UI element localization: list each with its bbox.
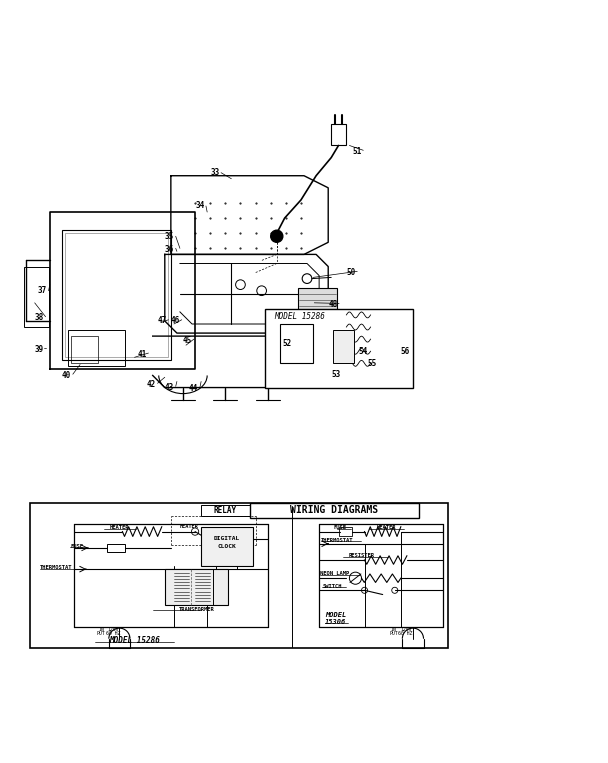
Text: 53: 53 [331,370,340,378]
Text: 34: 34 [195,201,204,211]
Text: SWITCH: SWITCH [322,584,342,588]
Text: 54: 54 [359,346,368,356]
Text: DIGITAL: DIGITAL [213,536,240,542]
Text: 39: 39 [35,345,44,354]
Text: MODEL 15286: MODEL 15286 [109,636,160,645]
Bar [107,544,125,552]
Text: 35: 35 [165,232,174,241]
Text: 37: 37 [38,286,47,295]
Text: 36: 36 [165,245,174,254]
Bar [201,526,252,566]
Text: IN: IN [98,626,104,632]
Text: 48: 48 [328,300,337,309]
Text: 43: 43 [165,383,174,392]
Text: 49: 49 [271,232,280,241]
Text: 46: 46 [171,317,180,326]
Text: 41: 41 [137,349,147,359]
Text: THERMOSTAT: THERMOSTAT [321,538,353,542]
Text: MODEL: MODEL [325,611,347,617]
Text: 47: 47 [157,317,167,326]
Bar [249,503,419,518]
Bar [165,569,229,605]
Text: NEON LAMP: NEON LAMP [320,571,350,577]
Text: 52: 52 [283,340,292,349]
Text: PUT: PUT [389,631,398,636]
Bar [62,230,171,360]
Text: 55: 55 [368,359,377,368]
Text: 44: 44 [189,385,198,393]
Text: RESISTER: RESISTER [348,553,375,559]
Text: FUSE: FUSE [71,543,84,549]
Bar [65,233,168,357]
Text: HEATER: HEATER [109,526,129,530]
Text: CLOCK: CLOCK [217,543,236,549]
Text: THERMOSTAT: THERMOSTAT [40,565,72,570]
Text: 40: 40 [62,371,71,380]
Bar [280,324,313,363]
Text: IN: IN [391,626,396,632]
Text: 120V: 120V [108,626,119,632]
Text: 15306: 15306 [325,619,347,625]
Bar [339,527,353,536]
Text: 51: 51 [353,147,362,156]
Bar [68,330,125,366]
Text: HEATER: HEATER [180,524,199,530]
Text: WIRING DIAGRAMS: WIRING DIAGRAMS [290,505,378,516]
Text: 42: 42 [147,380,156,389]
Bar [298,288,337,321]
Text: RELAY: RELAY [214,506,237,515]
Text: 50: 50 [347,268,356,277]
Bar [201,505,249,516]
Text: 60 HZ: 60 HZ [106,631,120,636]
Bar [331,124,347,146]
Bar [24,266,49,327]
Text: FUSE: FUSE [334,526,347,530]
Text: 120V: 120V [400,626,412,632]
Text: 56: 56 [401,346,410,356]
Bar [71,336,98,363]
Text: 45: 45 [183,336,192,346]
Text: 60 HZ: 60 HZ [398,631,413,636]
Text: MODEL 15286: MODEL 15286 [274,311,325,320]
Bar [333,330,354,363]
Text: PUT: PUT [97,631,106,636]
Text: 38: 38 [35,314,44,323]
Bar [264,309,413,388]
Text: 33: 33 [210,168,219,177]
Bar [30,503,448,648]
Text: HEATER: HEATER [376,526,396,530]
Text: TRANSFORMER: TRANSFORMER [179,607,215,612]
Circle shape [271,230,283,243]
